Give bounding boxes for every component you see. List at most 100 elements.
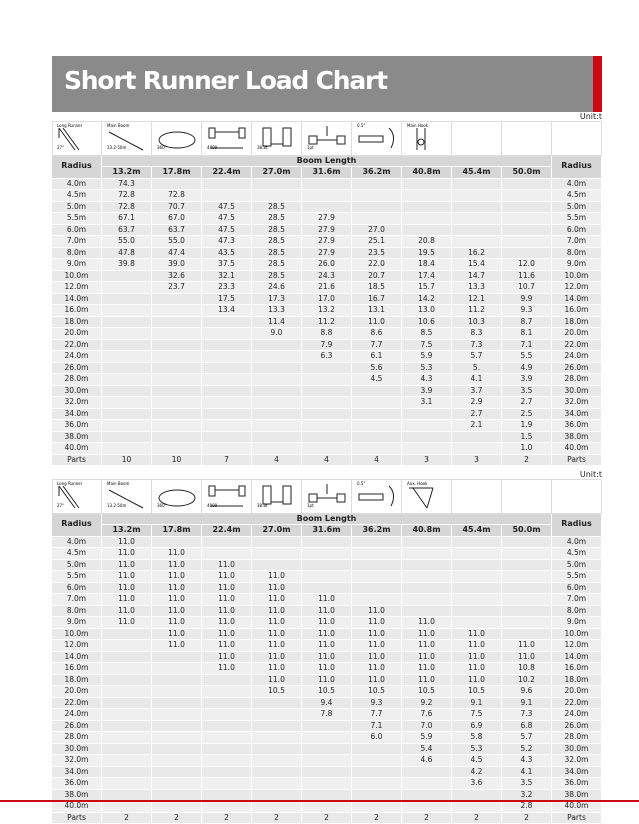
load-cell: [152, 801, 202, 813]
load-cell: 47.5: [202, 225, 252, 237]
parts-cell: 2: [452, 813, 502, 824]
load-cell: 8.7: [502, 317, 552, 329]
load-cell: [352, 778, 402, 790]
icon-sub-label: 1pt: [307, 145, 314, 150]
load-cell: 5.4: [402, 744, 452, 756]
slew-360-icon: 360°: [153, 480, 201, 509]
icon-sub-label: 27°: [57, 503, 64, 508]
load-cell: [102, 767, 152, 779]
load-cell: [202, 374, 252, 386]
load-cell: 23.3: [202, 282, 252, 294]
load-cell: [402, 225, 452, 237]
boom-length-40.8m: 40.8m: [402, 167, 452, 179]
load-cell: 18.5: [352, 282, 402, 294]
boom-length-13.2m: 13.2m: [102, 525, 152, 537]
parts-cell: 2: [502, 813, 552, 824]
empty-icon-cell: [502, 121, 552, 156]
load-cell: 11.0: [152, 571, 202, 583]
load-cell: [202, 801, 252, 813]
radius-cell: 5.0m: [52, 202, 102, 214]
load-cell: [352, 190, 402, 202]
load-cell: [202, 443, 252, 455]
load-cell: [152, 721, 202, 733]
radius-cell: 9.0m: [552, 259, 602, 271]
load-cell: [202, 351, 252, 363]
load-cell: [302, 801, 352, 813]
radius-cell: 4.0m: [52, 537, 102, 549]
boom-length-13.2m: 13.2m: [102, 167, 152, 179]
load-cell: [302, 537, 352, 549]
load-cell: [102, 282, 152, 294]
radius-cell: 40.0m: [52, 801, 102, 813]
boom-length-40.8m: 40.8m: [402, 525, 452, 537]
radius-cell: 4.0m: [552, 179, 602, 191]
load-cell: [502, 179, 552, 191]
unit-label: Unit:t: [580, 112, 602, 121]
load-cell: 13.2: [302, 305, 352, 317]
radius-cell: 5.0m: [552, 560, 602, 572]
load-cell: 11.0: [302, 617, 352, 629]
radius-cell: 20.0m: [52, 328, 102, 340]
radius-cell: 4.0m: [552, 537, 602, 549]
load-cell: [302, 778, 352, 790]
load-cell: [202, 755, 252, 767]
load-cell: [202, 328, 252, 340]
level-angle-icon: 0.5°: [353, 122, 401, 151]
load-cell: 11.0: [402, 675, 452, 687]
load-cell: [302, 179, 352, 191]
radius-cell: 28.0m: [52, 732, 102, 744]
load-cell: [252, 537, 302, 549]
load-cell: 2.7: [502, 397, 552, 409]
load-cell: 4.1: [452, 374, 502, 386]
load-cell: [152, 409, 202, 421]
load-cell: 26.0: [302, 259, 352, 271]
load-cell: 37.5: [202, 259, 252, 271]
aux-hook-icon: Aux. Hook: [403, 480, 451, 509]
radius-cell: 24.0m: [552, 351, 602, 363]
load-cell: 11.0: [502, 652, 552, 664]
load-cell: 3.9: [402, 386, 452, 398]
load-cell: 27.9: [302, 225, 352, 237]
load-cell: 7.1: [502, 340, 552, 352]
load-cell: 19.5: [402, 248, 452, 260]
load-cell: 5.8: [452, 732, 502, 744]
load-cell: [102, 397, 152, 409]
load-cell: [452, 443, 502, 455]
load-cell: 8.3: [452, 328, 502, 340]
boom-length-45.4m: 45.4m: [452, 525, 502, 537]
load-cell: [502, 629, 552, 641]
load-cell: 27.0: [352, 225, 402, 237]
radius-cell: 4.5m: [552, 190, 602, 202]
counterweight-cell: 38.8t: [252, 479, 302, 514]
icon-sub-label: 4800: [207, 503, 218, 508]
load-cell: 11.0: [302, 629, 352, 641]
radius-cell: 16.0m: [552, 663, 602, 675]
radius-cell: 18.0m: [52, 317, 102, 329]
load-cell: 67.1: [102, 213, 152, 225]
load-cell: [202, 778, 252, 790]
load-cell: 18.4: [402, 259, 452, 271]
load-cell: [302, 755, 352, 767]
load-cell: 47.4: [152, 248, 202, 260]
load-cell: 14.7: [452, 271, 502, 283]
load-cell: 27.9: [302, 248, 352, 260]
radius-cell: 24.0m: [552, 709, 602, 721]
radius-cell: 10.0m: [552, 629, 602, 641]
load-cell: [402, 606, 452, 618]
load-cell: [452, 594, 502, 606]
load-cell: 12.0: [502, 259, 552, 271]
parts-label: Parts: [52, 813, 102, 824]
load-cell: 32.1: [202, 271, 252, 283]
load-cell: 24.3: [302, 271, 352, 283]
load-cell: 11.0: [202, 583, 252, 595]
load-cell: 4.9: [502, 363, 552, 375]
load-cell: [252, 721, 302, 733]
radius-cell: 18.0m: [552, 317, 602, 329]
